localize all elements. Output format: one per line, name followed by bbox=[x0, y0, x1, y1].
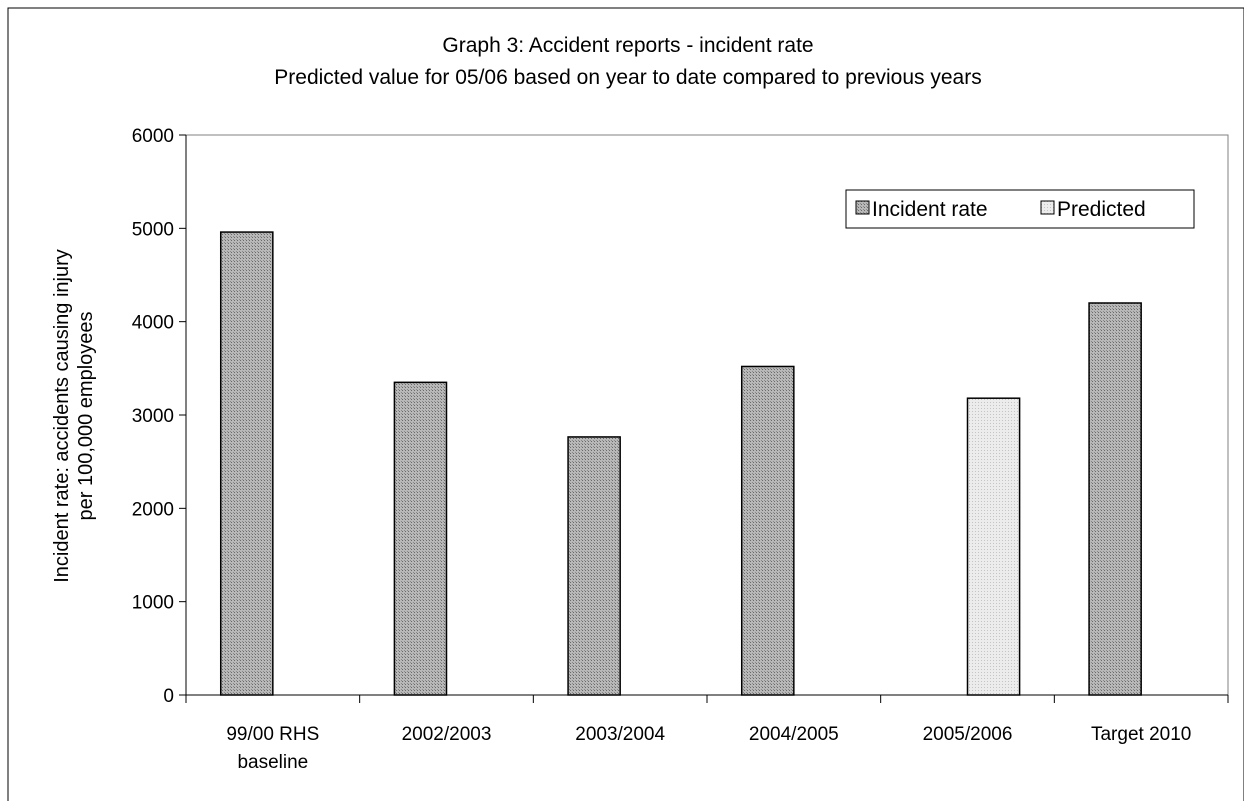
y-tick-label: 6000 bbox=[132, 126, 174, 147]
bar-incident-rate bbox=[567, 436, 621, 696]
x-tick-label: 2002/2003 bbox=[402, 724, 492, 745]
chart-subtitle: Predicted value for 05/06 based on year … bbox=[274, 66, 981, 89]
legend-label-incident-rate: Incident rate bbox=[872, 198, 988, 221]
bar-incident-rate bbox=[740, 365, 795, 696]
chart-border bbox=[7, 7, 1244, 801]
y-axis-title-line1: Incident rate: accidents causing injury bbox=[51, 249, 73, 583]
bar-incident-rate bbox=[1088, 302, 1142, 696]
x-tick-label: Target 2010 bbox=[1091, 724, 1191, 745]
y-tick-label: 5000 bbox=[132, 219, 174, 240]
x-tick-label: 2004/2005 bbox=[749, 724, 839, 745]
bar-incident-rate bbox=[393, 381, 448, 696]
legend: Incident rate Predicted bbox=[845, 189, 1195, 229]
bar-incident-rate bbox=[219, 231, 274, 696]
y-tick-label: 1000 bbox=[132, 593, 174, 614]
y-tick-label: 4000 bbox=[132, 313, 174, 334]
legend-swatch-predicted bbox=[1040, 200, 1055, 215]
chart-title: Graph 3: Accident reports - incident rat… bbox=[442, 34, 813, 57]
x-tick-label: 2003/2004 bbox=[575, 724, 665, 745]
legend-swatch-incident-rate bbox=[855, 200, 870, 215]
legend-label-predicted: Predicted bbox=[1057, 198, 1146, 221]
bar-series bbox=[219, 231, 1142, 696]
x-tick-label: 99/00 RHS bbox=[226, 724, 319, 745]
y-tick-label: 0 bbox=[163, 686, 174, 707]
y-axis: 0 1000 2000 3000 4000 5000 6000 bbox=[132, 126, 187, 707]
x-axis: 99/00 RHS baseline 2002/2003 2003/2004 2004/… bbox=[185, 694, 1229, 773]
y-tick-label: 3000 bbox=[132, 406, 174, 427]
y-tick-label: 2000 bbox=[132, 499, 174, 520]
y-axis-title-line2: per 100,000 employees bbox=[75, 311, 97, 520]
x-tick-label: 2005/2006 bbox=[923, 724, 1013, 745]
legend-box bbox=[845, 189, 1195, 229]
x-tick-label: baseline bbox=[237, 752, 308, 773]
bar-predicted bbox=[966, 397, 1021, 696]
